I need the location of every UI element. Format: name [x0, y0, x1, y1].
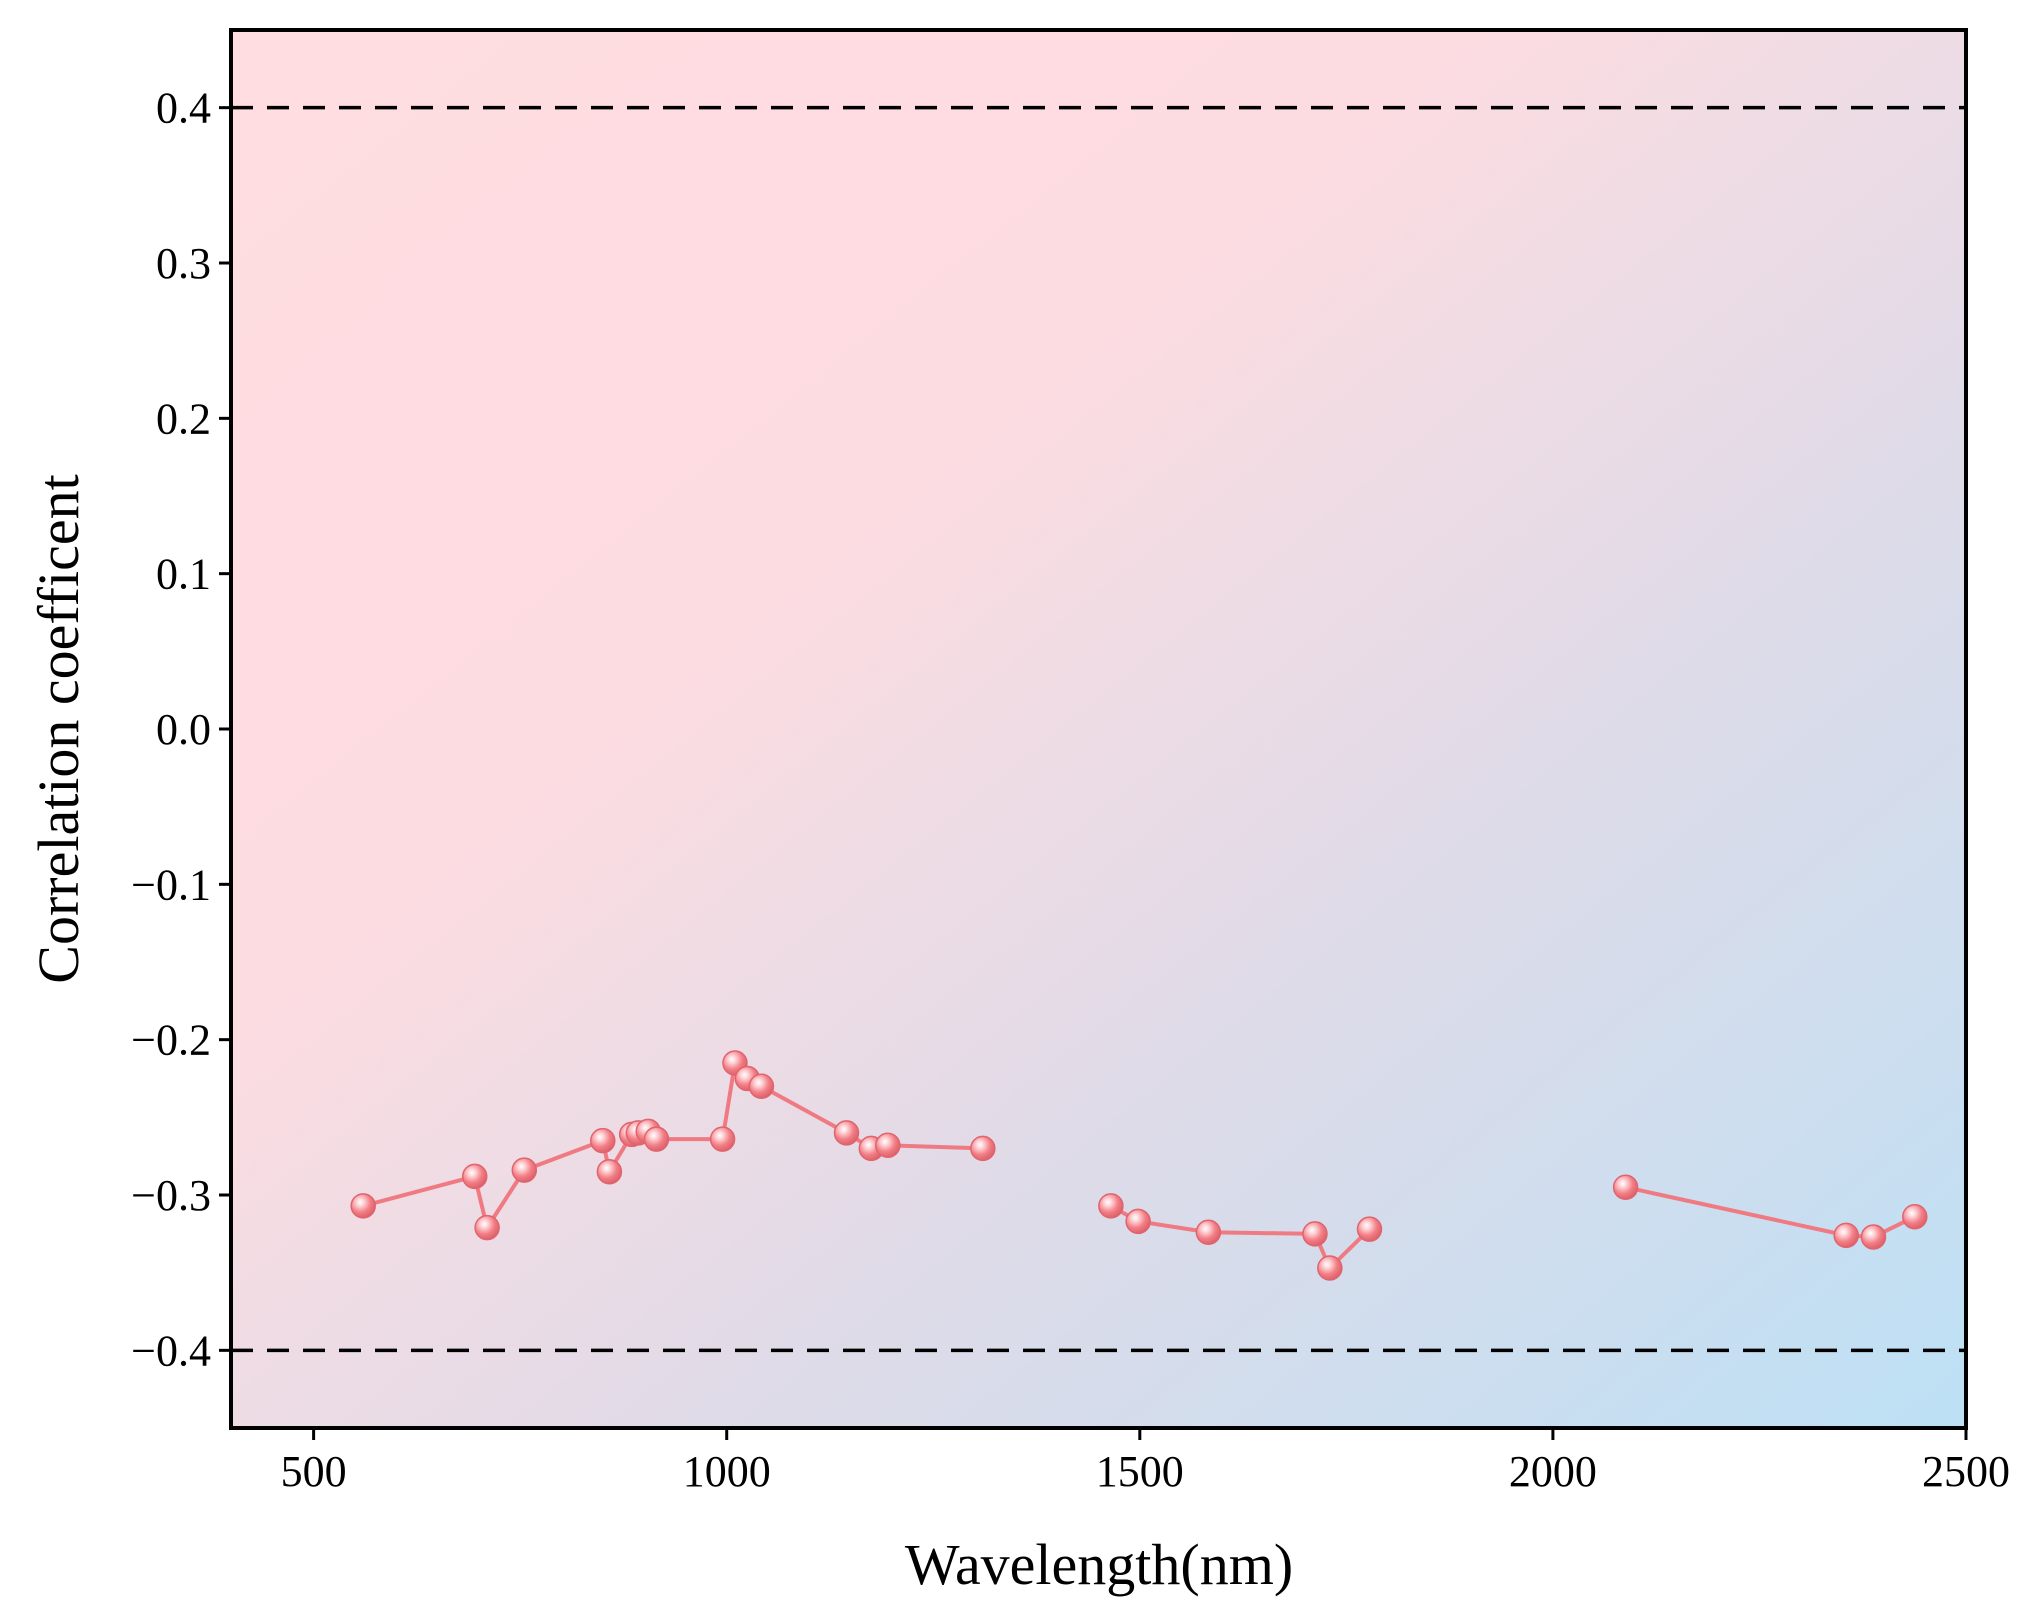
data-point	[511, 1157, 538, 1183]
x-axis: 500 1000 1500 2000 2500	[281, 1428, 2010, 1496]
y-axis: 0.4 0.3 0.2 0.1 0.0 −0.1 −0.2 −0.3 −0.4	[131, 84, 231, 1375]
y-tick-label: 0.3	[156, 239, 211, 288]
x-axis-title: Wavelength(nm)	[905, 1532, 1293, 1597]
reference-lines	[231, 105, 1966, 1353]
data-point	[350, 1193, 376, 1219]
plot-background	[231, 30, 1966, 1428]
series-layer	[350, 1050, 1928, 1281]
data-point	[1860, 1224, 1887, 1250]
x-tick-label: 2500	[1922, 1447, 2010, 1496]
data-point	[833, 1120, 860, 1146]
data-point	[970, 1135, 996, 1162]
data-point	[1125, 1208, 1151, 1235]
y-tick-label: −0.1	[131, 860, 211, 909]
data-point	[1356, 1216, 1383, 1242]
data-point	[748, 1073, 775, 1100]
data-point	[590, 1127, 616, 1154]
data-point	[875, 1132, 901, 1159]
data-point	[1302, 1221, 1328, 1247]
series-line	[1625, 1185, 1916, 1239]
data-point	[1612, 1174, 1639, 1200]
x-tick-label: 500	[281, 1447, 347, 1496]
y-tick-label: 0.4	[156, 84, 211, 133]
data-point	[1833, 1222, 1859, 1249]
data-point	[709, 1126, 736, 1152]
data-point	[643, 1126, 670, 1152]
y-tick-label: −0.2	[131, 1016, 211, 1065]
data-point	[474, 1214, 500, 1241]
x-tick-label: 1000	[683, 1447, 771, 1496]
data-point	[461, 1163, 488, 1190]
data-point	[1098, 1193, 1124, 1219]
y-axis-title: Correlation coefficent	[26, 474, 91, 983]
y-tick-label: −0.4	[131, 1326, 211, 1375]
data-point	[1317, 1255, 1343, 1281]
y-tick-label: −0.3	[131, 1171, 211, 1220]
data-point	[1195, 1219, 1222, 1246]
y-tick-label: 0.0	[156, 705, 211, 754]
x-tick-label: 2000	[1509, 1447, 1597, 1496]
y-tick-label: 0.1	[156, 550, 211, 599]
data-point	[1902, 1203, 1928, 1230]
x-tick-label: 1500	[1096, 1447, 1184, 1496]
y-tick-label: 0.2	[156, 394, 211, 443]
data-point	[596, 1158, 623, 1185]
